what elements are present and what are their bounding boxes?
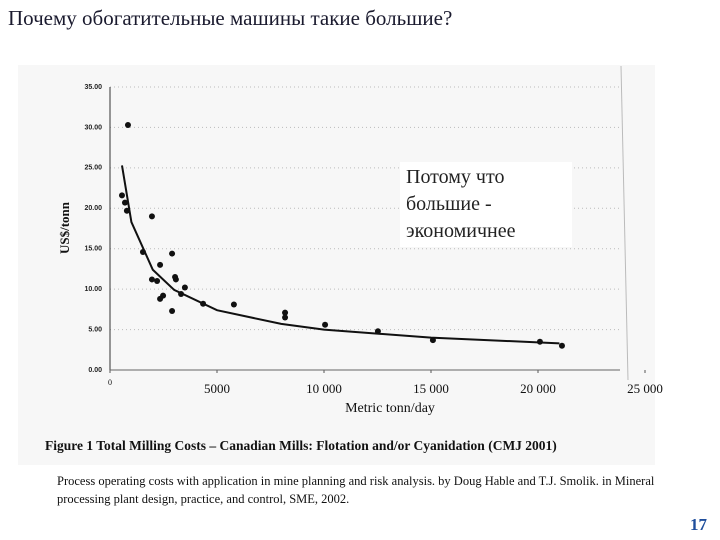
x-axis-label: Metric tonn/day: [345, 401, 435, 416]
data-point: [124, 122, 131, 129]
data-point: [230, 301, 237, 308]
x-tick-label: 5000: [204, 381, 230, 396]
data-point: [157, 261, 164, 268]
data-point: [558, 342, 565, 349]
x-tick-label: 10 000: [306, 381, 342, 396]
annotation: Потому что большие - экономичнее: [400, 162, 572, 247]
data-point: [282, 314, 289, 321]
y-tick-label: 25.00: [84, 165, 102, 172]
figure-background: [18, 65, 655, 465]
scan-line: [620, 65, 629, 381]
y-tick-label: 10.00: [84, 286, 102, 293]
y-tick-label: 15.00: [84, 246, 102, 253]
data-point: [154, 278, 161, 285]
y-tick-label: 35.00: [84, 84, 102, 91]
x-tick-label: 20 000: [520, 381, 556, 396]
data-point: [322, 321, 329, 328]
data-point: [172, 276, 179, 283]
y-axis-label: US$/tonn: [57, 201, 72, 254]
data-point: [148, 276, 155, 283]
y-tick-label: 5.00: [88, 326, 102, 333]
data-point: [148, 213, 155, 220]
data-point: [118, 192, 125, 199]
fit-curve: [120, 165, 560, 345]
figure-caption: Figure 1 Total Milling Costs – Canadian …: [45, 438, 557, 453]
y-tick-label: 0.00: [88, 367, 102, 374]
data-point: [169, 307, 176, 314]
data-point: [282, 309, 289, 316]
y-tick-label: 20.00: [84, 205, 102, 212]
page-number: 17: [690, 515, 707, 534]
slide-title: Почему обогатительные машины такие больш…: [8, 6, 453, 30]
source-note: Process operating costs with application…: [57, 474, 655, 506]
data-point: [157, 295, 164, 302]
x-tick-label: 25 000: [627, 381, 663, 396]
x-tick-label: 0: [108, 378, 112, 387]
x-tick-label: 15 000: [413, 381, 449, 396]
y-tick-label: 30.00: [84, 124, 102, 131]
data-point: [181, 284, 188, 291]
data-point: [169, 250, 176, 257]
data-point: [121, 199, 128, 206]
